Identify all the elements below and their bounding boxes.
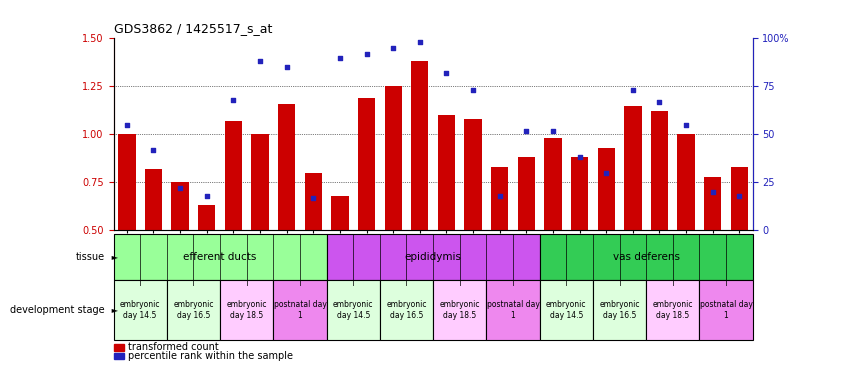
Point — [280, 64, 294, 70]
Bar — [167, 280, 220, 340]
Bar — [114, 344, 124, 351]
Bar — [593, 280, 646, 340]
Text: ►: ► — [109, 306, 119, 314]
Point — [253, 58, 267, 65]
Bar — [571, 157, 588, 230]
Point — [466, 87, 479, 93]
Bar — [380, 280, 433, 340]
Point — [120, 122, 134, 128]
Point — [600, 170, 613, 176]
Text: efferent ducts: efferent ducts — [183, 252, 257, 262]
Text: embryonic
day 16.5: embryonic day 16.5 — [386, 300, 426, 320]
Bar — [114, 280, 167, 340]
Text: ►: ► — [109, 253, 119, 262]
Bar — [491, 167, 508, 230]
Point — [200, 193, 214, 199]
Bar — [198, 205, 215, 230]
Bar — [731, 167, 748, 230]
Point — [306, 195, 320, 201]
Bar — [172, 182, 188, 230]
Text: embryonic
day 16.5: embryonic day 16.5 — [173, 300, 214, 320]
Bar — [518, 157, 535, 230]
Bar — [464, 119, 482, 230]
Point — [573, 154, 586, 161]
Bar — [251, 134, 268, 230]
Bar — [598, 148, 615, 230]
Bar — [358, 98, 375, 230]
Bar — [278, 104, 295, 230]
Text: epididymis: epididymis — [405, 252, 462, 262]
Point — [653, 99, 666, 105]
Point — [333, 55, 346, 61]
Point — [493, 193, 506, 199]
Text: transformed count: transformed count — [128, 342, 219, 352]
Bar — [646, 280, 700, 340]
Text: postnatal day
1: postnatal day 1 — [487, 300, 539, 320]
Bar — [624, 106, 642, 230]
Bar — [326, 234, 540, 280]
Text: embryonic
day 14.5: embryonic day 14.5 — [120, 300, 161, 320]
Bar — [540, 280, 593, 340]
Bar — [114, 353, 124, 359]
Text: development stage: development stage — [10, 305, 105, 315]
Bar — [304, 173, 322, 230]
Bar — [145, 169, 162, 230]
Bar — [704, 177, 722, 230]
Text: embryonic
day 14.5: embryonic day 14.5 — [333, 300, 373, 320]
Bar — [540, 234, 753, 280]
Text: vas deferens: vas deferens — [612, 252, 680, 262]
Text: tissue: tissue — [76, 252, 105, 262]
Point — [440, 70, 453, 76]
Point — [733, 193, 746, 199]
Text: embryonic
day 18.5: embryonic day 18.5 — [653, 300, 693, 320]
Bar — [273, 280, 326, 340]
Bar — [119, 134, 135, 230]
Bar — [225, 121, 242, 230]
Point — [146, 147, 160, 153]
Text: GDS3862 / 1425517_s_at: GDS3862 / 1425517_s_at — [114, 22, 272, 35]
Bar — [544, 138, 562, 230]
Bar — [651, 111, 668, 230]
Point — [226, 97, 241, 103]
Point — [547, 127, 560, 134]
Point — [626, 87, 639, 93]
Point — [386, 45, 400, 51]
Bar — [114, 234, 326, 280]
Point — [680, 122, 693, 128]
Text: embryonic
day 18.5: embryonic day 18.5 — [440, 300, 480, 320]
Bar — [433, 280, 486, 340]
Bar — [438, 115, 455, 230]
Bar — [411, 61, 428, 230]
Bar — [384, 86, 402, 230]
Point — [360, 51, 373, 57]
Bar — [700, 280, 753, 340]
Text: percentile rank within the sample: percentile rank within the sample — [128, 351, 293, 361]
Text: embryonic
day 16.5: embryonic day 16.5 — [600, 300, 640, 320]
Bar — [678, 134, 695, 230]
Bar — [331, 196, 348, 230]
Text: embryonic
day 14.5: embryonic day 14.5 — [546, 300, 586, 320]
Point — [706, 189, 719, 195]
Text: embryonic
day 18.5: embryonic day 18.5 — [226, 300, 267, 320]
Bar — [326, 280, 380, 340]
Point — [413, 39, 426, 45]
Text: postnatal day
1: postnatal day 1 — [273, 300, 326, 320]
Bar — [220, 280, 273, 340]
Text: postnatal day
1: postnatal day 1 — [700, 300, 753, 320]
Bar — [486, 280, 540, 340]
Point — [173, 185, 187, 191]
Point — [520, 127, 533, 134]
